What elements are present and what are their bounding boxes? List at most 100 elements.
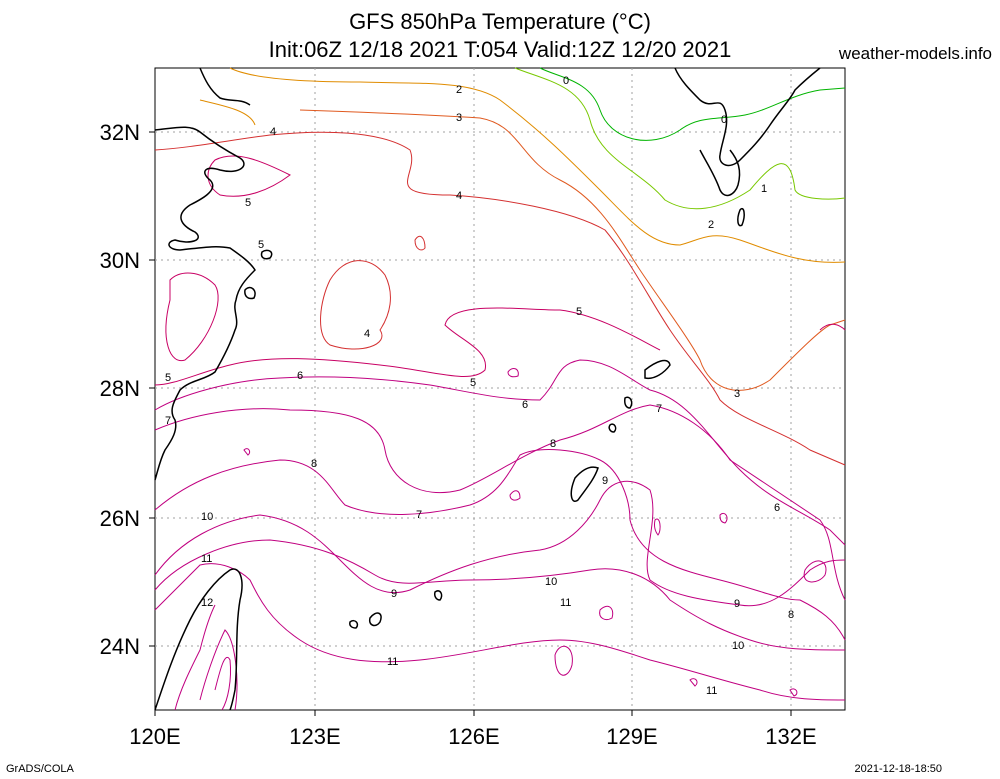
coast-taiwan	[154, 568, 243, 711]
contour-label: 3	[734, 388, 740, 400]
contour-label: 12	[201, 597, 213, 609]
contour-label: 4	[270, 126, 276, 138]
contour-10c	[154, 539, 846, 651]
site-credit[interactable]: weather-models.info	[838, 44, 992, 63]
contour-label: 2	[456, 84, 462, 96]
contour-6c-b	[507, 368, 519, 378]
contour-11c-b	[554, 645, 573, 676]
footer-software: GrADS/COLA	[6, 763, 74, 775]
contour-label: 6	[297, 370, 303, 382]
lat-label-28n: 28N	[99, 376, 140, 401]
coast-amami	[644, 359, 671, 380]
contour-8c-b	[509, 490, 521, 501]
contour-11c-c	[689, 678, 698, 687]
contour-10c-b	[599, 605, 614, 621]
contour-label: 4	[364, 328, 370, 340]
coast-tanegashima	[737, 208, 745, 227]
contour-9c	[154, 480, 846, 607]
contour-12c	[174, 604, 216, 711]
contour-8c-c	[243, 448, 251, 456]
contour-label: 8	[550, 438, 556, 450]
contour-3c	[299, 109, 846, 391]
coast-kyushu	[674, 67, 821, 167]
contour-4c-c	[414, 235, 426, 251]
lon-label-132e: 132E	[765, 724, 817, 749]
contour-label: 8	[311, 458, 317, 470]
contour-label: 10	[201, 511, 213, 523]
lat-label-30n: 30N	[99, 248, 140, 273]
lon-label-120e: 120E	[129, 724, 181, 749]
contour-label: 0	[721, 114, 727, 126]
contour-2c	[229, 67, 846, 263]
contour-label: 11	[706, 685, 717, 697]
contour-label: 7	[416, 509, 422, 521]
graticule	[155, 68, 845, 710]
lat-label-32n: 32N	[99, 120, 140, 145]
contour-label: 1	[761, 183, 767, 195]
contour-12c-b	[199, 629, 238, 711]
contour-label-group: 2 0 3 0 4 1 5 4 2 5 5 4 5 5 6 6 7 3 7 8 …	[165, 75, 794, 697]
coast-okinawa	[570, 466, 599, 502]
contour-label: 5	[258, 239, 264, 251]
lat-label-26n: 26N	[99, 506, 140, 531]
contour-5c-c	[165, 272, 219, 362]
contour-label: 10	[545, 576, 557, 588]
coast-miyako	[434, 590, 443, 601]
coast-zhoushan	[260, 249, 273, 260]
contour-5c	[154, 307, 661, 386]
contour-label: 5	[576, 306, 582, 318]
contour-label: 0	[563, 75, 569, 87]
contour-label: 11	[560, 597, 571, 609]
contour-5c-d	[819, 323, 846, 331]
coast-island-3	[349, 619, 359, 629]
footer-timestamp: 2021-12-18-18:50	[854, 763, 942, 775]
contour-label: 2	[708, 219, 714, 231]
contour-label: 5	[470, 377, 476, 389]
coastlines	[154, 67, 821, 711]
lon-label-129e: 129E	[606, 724, 658, 749]
lat-label-24n: 24N	[99, 634, 140, 659]
coast-kyushu-b	[699, 149, 741, 197]
map-title: GFS 850hPa Temperature (°C)	[349, 9, 651, 34]
coast-island-2	[608, 423, 617, 433]
coast-ishigaki	[368, 612, 382, 627]
contour-4c	[154, 131, 846, 466]
contour-7c	[154, 404, 846, 601]
contour-label: 11	[387, 656, 398, 668]
map-subtitle: Init:06Z 12/18 2021 T:054 Valid:12Z 12/2…	[268, 37, 732, 62]
contour-label: 7	[165, 415, 171, 427]
contour-9c-b	[653, 518, 661, 536]
contour-label: 6	[774, 502, 780, 514]
contour-label: 5	[245, 197, 251, 209]
contour-11c-d	[789, 688, 798, 697]
contour-label: 9	[602, 475, 608, 487]
contour-8c	[154, 449, 846, 641]
coast-china	[154, 126, 256, 481]
contour-2c-b	[199, 99, 256, 126]
contour-6c	[154, 359, 846, 546]
contour-label: 7	[656, 403, 662, 415]
contour-1c	[514, 67, 846, 210]
contour-9c-c	[719, 512, 728, 524]
contour-label: 10	[732, 640, 744, 652]
contour-12c-c	[214, 657, 231, 711]
coast-korea-edge	[199, 67, 251, 106]
coast-island-1	[624, 396, 633, 409]
contour-label: 3	[456, 112, 462, 124]
contour-label: 9	[734, 598, 740, 610]
contour-4c-b	[320, 260, 391, 350]
contour-label: 6	[522, 399, 528, 411]
map-frame	[154, 67, 846, 711]
coast-island-4	[244, 286, 256, 300]
lon-label-123e: 123E	[289, 724, 341, 749]
axis-ticks	[149, 131, 792, 716]
contour-label: 11	[201, 553, 212, 565]
contour-9c-d	[803, 560, 827, 583]
contour-label: 4	[456, 190, 462, 202]
lon-label-126e: 126E	[448, 724, 500, 749]
contour-label: 5	[165, 372, 171, 384]
contour-0c	[539, 67, 846, 141]
contour-label: 9	[391, 588, 397, 600]
contour-label: 8	[788, 609, 794, 621]
